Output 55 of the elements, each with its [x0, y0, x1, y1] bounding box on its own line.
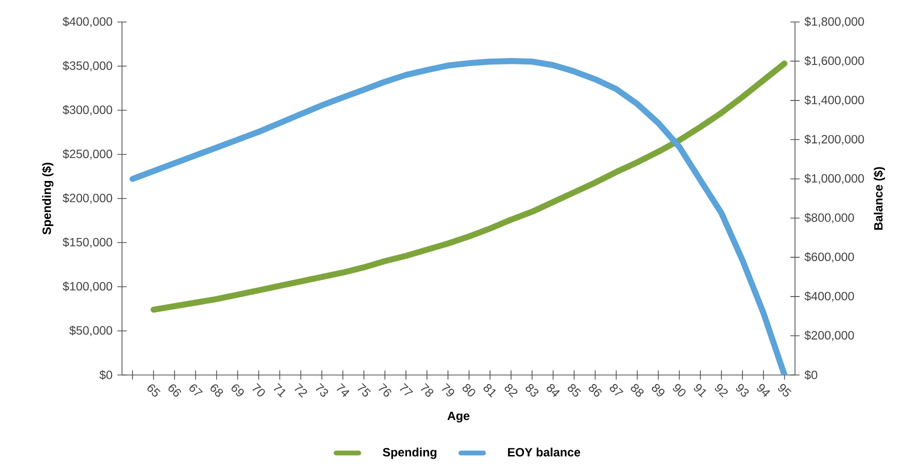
x-tick-label: 94	[757, 384, 770, 398]
x-tick-label: 65	[147, 384, 160, 397]
x-tick-label: 72	[294, 383, 308, 398]
y2-tick-label: $1,200,000	[804, 134, 864, 146]
x-tick-label: 71	[274, 383, 286, 398]
x-tick-label: 79	[442, 383, 454, 396]
x-tick-label: 80	[462, 384, 476, 397]
y2-tick-label: $800,000	[804, 213, 854, 224]
y2-tick-label: $1,600,000	[804, 56, 864, 67]
y-tick-label: $250,000	[62, 149, 112, 160]
y-axis-title: Spending ($)	[42, 162, 54, 235]
x-tick-label: 68	[210, 384, 223, 397]
y-tick-label: $350,000	[62, 61, 112, 72]
y-tick-label: $400,000	[62, 16, 112, 28]
x-tick-label: 67	[190, 384, 203, 396]
x-tick-label: 84	[546, 384, 560, 398]
x-tick-label: 92	[715, 384, 728, 398]
x-tick-label: 77	[400, 383, 414, 396]
y-tick-label: $200,000	[62, 193, 112, 204]
legend-label: EOY balance	[508, 448, 580, 457]
y2-tick-label: $1,000,000	[804, 174, 864, 184]
x-tick-label: 86	[588, 384, 602, 397]
x-axis-title: Age	[447, 412, 470, 423]
x-tick-label: 87	[610, 384, 624, 396]
y2-tick-label: $400,000	[804, 291, 854, 302]
y-tick-label: $0	[99, 370, 112, 380]
x-tick-label: 81	[484, 384, 496, 398]
y2-tick-label: $600,000	[804, 252, 854, 263]
x-tick-label: 70	[252, 383, 265, 397]
y-tick-label: $50,000	[69, 326, 112, 336]
x-tick-label: 74	[336, 383, 350, 398]
x-tick-label: 75	[358, 383, 371, 397]
x-tick-label: 89	[652, 384, 664, 396]
y2-tick-label: $200,000	[804, 330, 854, 342]
x-tick-label: 76	[378, 383, 392, 397]
y2-tick-label: $1,400,000	[804, 95, 864, 106]
y2-axis-title: Balance ($)	[874, 167, 885, 230]
x-tick-label: 91	[694, 384, 706, 398]
y-tick-label: $100,000	[62, 282, 112, 292]
x-tick-label: 66	[168, 384, 181, 397]
x-tick-label: 93	[736, 384, 749, 397]
x-tick-label: 90	[672, 384, 686, 397]
x-tick-label: 88	[630, 384, 644, 397]
x-tick-label: 73	[316, 383, 328, 397]
x-tick-label: 95	[778, 384, 792, 397]
y2-tick-label: $0	[804, 370, 818, 380]
x-tick-label: 69	[232, 384, 244, 396]
x-tick-label: 82	[504, 384, 518, 398]
x-tick-label: 83	[526, 384, 538, 397]
x-tick-label: 78	[420, 383, 434, 397]
y2-tick-label: $1,800,000	[804, 16, 864, 28]
y-tick-label: $300,000	[62, 105, 112, 116]
y-tick-label: $150,000	[62, 238, 112, 248]
x-tick-label: 85	[568, 384, 582, 397]
legend-label: Spending	[382, 448, 436, 460]
